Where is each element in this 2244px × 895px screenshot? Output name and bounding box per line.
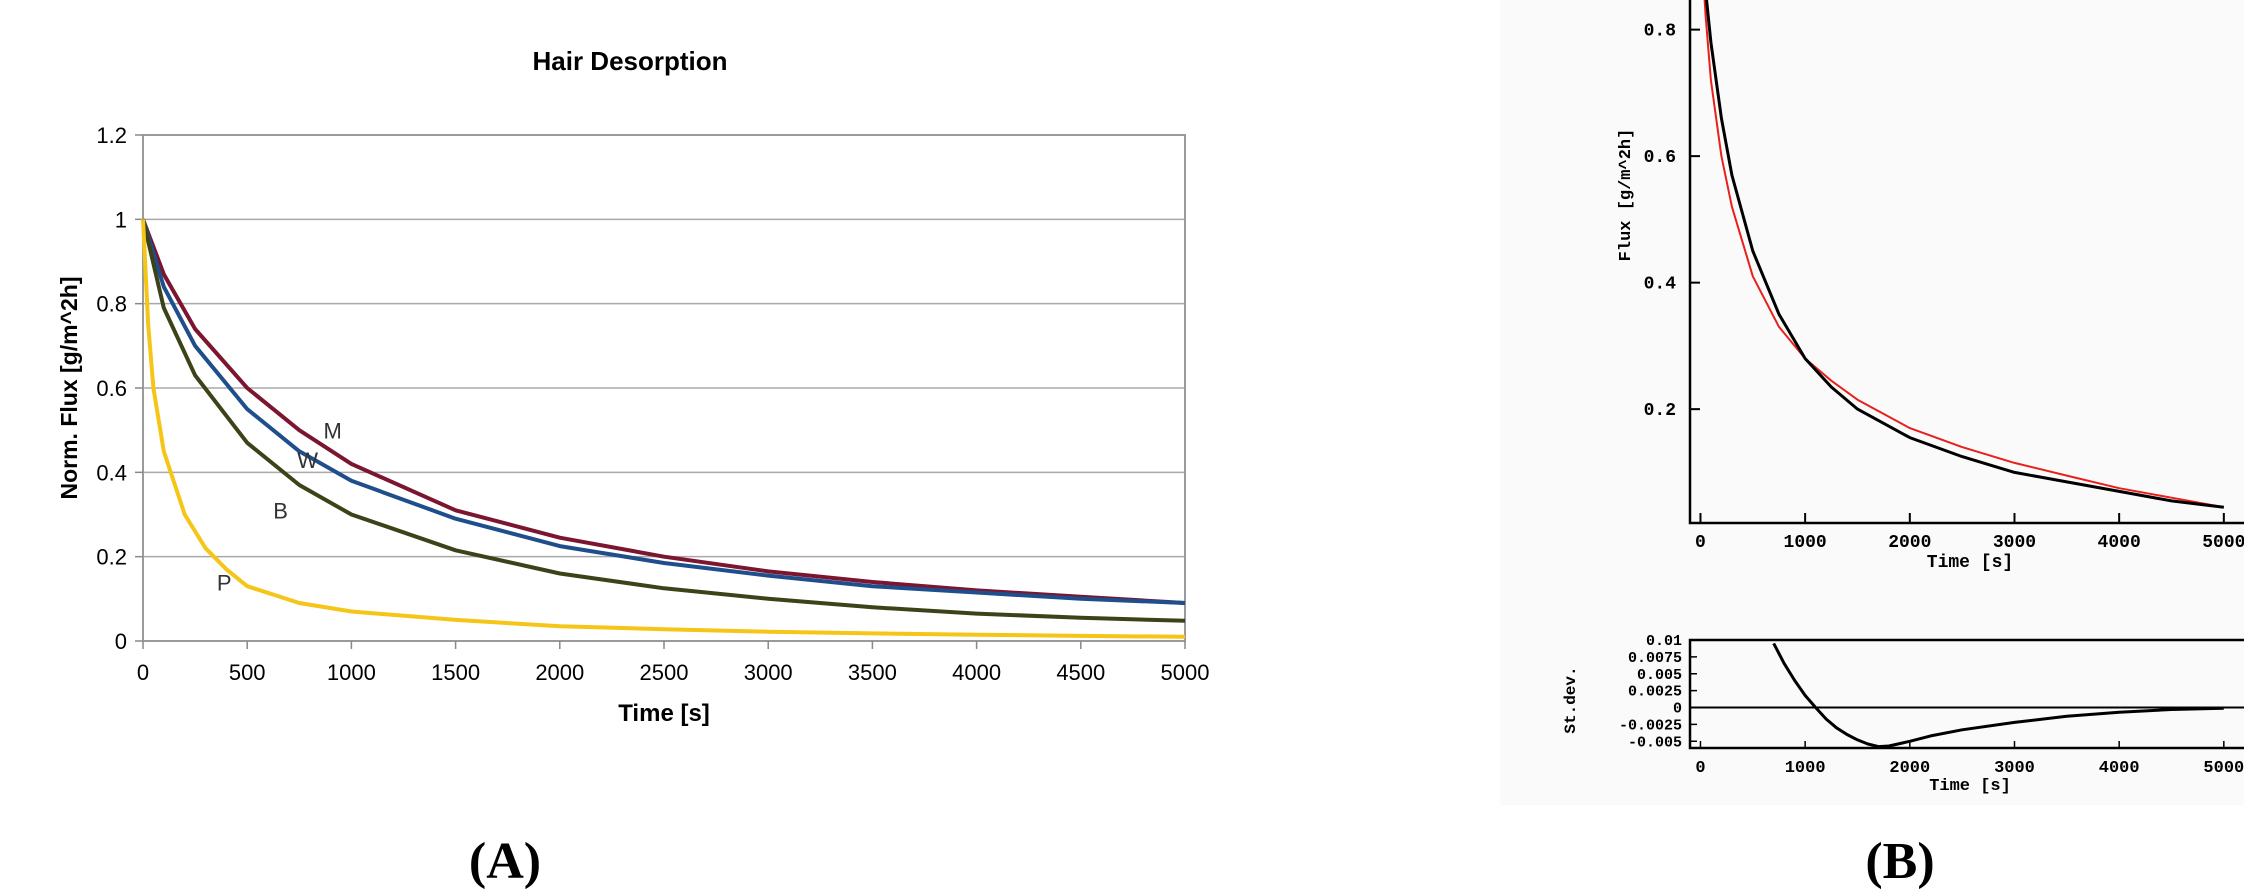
panel-label-a: (A) (468, 833, 542, 890)
y-tick-label: 0.0025 (1628, 684, 1682, 701)
y-tick-label: 0.4 (96, 460, 127, 485)
chart-a-title: Hair Desorption (532, 46, 727, 76)
x-tick-label: 5000 (2203, 759, 2244, 778)
y-tick-label: 0.005 (1637, 667, 1682, 684)
y-tick-label: 0.4 (1644, 275, 1677, 295)
series-line-b-1 (1705, 0, 2224, 509)
chart-b-series (1703, 0, 2224, 509)
chart-a-y-axis-label: Norm. Flux [g/m^2h] (56, 277, 82, 500)
x-tick-label: 3000 (1994, 759, 2035, 778)
chart-a-gridlines (143, 134, 1185, 642)
chart-b-residual-series (1772, 642, 2224, 749)
x-tick-label: 4500 (1056, 660, 1105, 685)
x-tick-label: 3000 (1993, 533, 2036, 553)
x-tick-label: 5000 (2202, 533, 2244, 553)
chart-b-residual-frame (1688, 638, 2244, 750)
y-tick-label: 0.01 (1646, 633, 1682, 650)
x-tick-label: 1000 (327, 660, 376, 685)
x-tick-label: 5000 (1161, 660, 1210, 685)
x-tick-label: 2500 (640, 660, 689, 685)
x-tick-label: 4000 (2098, 533, 2141, 553)
chart-b-background (1500, 0, 2244, 805)
y-tick-label: 0.2 (96, 545, 127, 570)
y-tick-label: 0 (115, 629, 127, 654)
chart-a-x-ticks: 0 500 1000 1500 2000 2500 3000 3500 4000 4500 5000 (137, 641, 1210, 685)
x-tick-label: 2000 (1888, 533, 1931, 553)
x-tick-label: 4000 (952, 660, 1001, 685)
x-tick-label: 4000 (2099, 759, 2140, 778)
series-line-a-2 (141, 218, 1186, 623)
y-tick-label: 0.8 (1644, 22, 1676, 42)
y-tick-label: 0.6 (96, 376, 127, 401)
chart-b: 0.8 0.6 0.4 0.2 0 1000 2000 3000 4000 5000 Flux … (1500, 0, 2244, 805)
x-tick-label: 500 (229, 660, 266, 685)
y-tick-label: 1 (115, 207, 127, 232)
x-tick-label: 1000 (1784, 533, 1827, 553)
chart-b-x-axis-label: Time [s] (1927, 553, 2013, 573)
y-tick-label: -0.0025 (1619, 717, 1682, 734)
chart-a-curve-labels: MW B P (217, 419, 342, 596)
y-tick-label: 0.0075 (1628, 650, 1682, 667)
x-tick-label: 0 (137, 660, 149, 685)
y-tick-label: 0.8 (96, 292, 127, 317)
chart-b-residual-x-ticks: 0 1000 2000 3000 4000 5000 (1695, 741, 2244, 778)
chart-b-residual-y-axis-label: St.dev. (1562, 666, 1580, 733)
curve-label: P (217, 570, 232, 595)
curve-label: B (273, 499, 288, 524)
series-line-a-3 (141, 219, 1186, 639)
chart-a: Hair Desorption 0 0.2 0.4 0.6 0.8 1 1.2 0 500 10… (56, 46, 1209, 727)
series-line-a-0 (141, 218, 1186, 605)
chart-b-y-axis-label: Flux [g/m^2h] (1617, 129, 1636, 262)
series-line-c-0 (1772, 642, 2224, 749)
chart-b-residual-x-axis-label: Time [s] (1929, 777, 2011, 796)
y-tick-label: 0.2 (1644, 401, 1676, 421)
x-tick-label: 0 (1695, 533, 1706, 553)
x-tick-label: 2000 (535, 660, 584, 685)
panel-label-b: (B) (1865, 833, 1935, 890)
y-tick-label: -0.005 (1628, 734, 1682, 751)
chart-b-plot-frame (1688, 0, 2244, 525)
chart-b-x-ticks: 0 1000 2000 3000 4000 5000 (1695, 513, 2244, 553)
y-tick-label: 0 (1673, 701, 1682, 718)
y-tick-label: 1.2 (96, 123, 127, 148)
chart-b-y-ticks: 0.8 0.6 0.4 0.2 (1644, 22, 1700, 421)
curve-label: W (297, 448, 318, 473)
x-tick-label: 0 (1695, 759, 1705, 778)
x-tick-label: 1500 (431, 660, 480, 685)
chart-a-y-ticks: 0 0.2 0.4 0.6 0.8 1 1.2 (96, 123, 143, 654)
x-tick-label: 3500 (848, 660, 897, 685)
curve-label: M (323, 419, 341, 444)
x-tick-label: 1000 (1785, 759, 1826, 778)
series-line-a-1 (141, 218, 1186, 605)
y-tick-label: 0.6 (1644, 148, 1676, 168)
series-line-b-0 (1703, 0, 2224, 509)
x-tick-label: 3000 (744, 660, 793, 685)
x-tick-label: 2000 (1889, 759, 1930, 778)
chart-a-x-axis-label: Time [s] (618, 700, 710, 727)
chart-a-series (141, 218, 1186, 639)
